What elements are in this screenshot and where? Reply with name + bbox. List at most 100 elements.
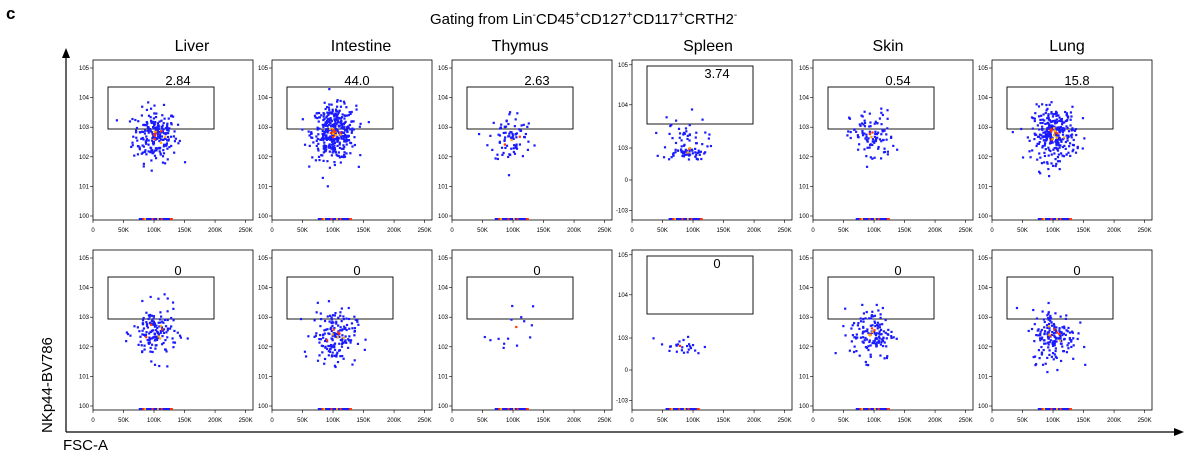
data-point	[317, 149, 320, 152]
x-tick-label: 0	[630, 228, 634, 234]
data-point	[172, 135, 175, 138]
data-point	[881, 128, 884, 131]
data-point	[328, 111, 331, 114]
data-point	[1064, 333, 1067, 337]
data-point	[343, 114, 346, 117]
data-point	[695, 131, 698, 134]
data-point	[871, 138, 875, 141]
data-point	[1083, 137, 1086, 140]
data-point	[149, 295, 152, 299]
data-point	[682, 338, 685, 342]
data-point-dense	[868, 333, 871, 336]
data-point	[1059, 359, 1063, 363]
data-point	[1051, 141, 1054, 144]
data-point	[327, 344, 330, 348]
data-point	[850, 340, 853, 343]
data-point	[176, 123, 180, 126]
data-point	[1067, 115, 1070, 118]
data-point	[855, 333, 858, 336]
data-point	[688, 154, 691, 157]
data-point	[1040, 162, 1044, 165]
data-point	[668, 345, 672, 348]
baseline-event	[863, 408, 867, 410]
data-point	[874, 333, 878, 337]
data-point	[869, 125, 872, 128]
gate-box	[646, 65, 754, 125]
data-point	[853, 345, 856, 348]
data-point	[877, 145, 880, 149]
baseline-event	[158, 408, 162, 410]
data-point	[315, 311, 318, 314]
data-point	[322, 118, 325, 122]
data-point	[866, 328, 869, 331]
y-tick-label: 105	[79, 66, 90, 72]
x-tick-label: 0	[811, 228, 815, 234]
data-point	[310, 136, 313, 139]
data-point	[1055, 128, 1058, 131]
data-point	[1072, 357, 1075, 360]
data-point	[1079, 321, 1082, 324]
data-point	[1074, 151, 1078, 154]
data-point	[317, 142, 320, 145]
data-point	[686, 134, 689, 137]
baseline-event	[516, 218, 520, 220]
data-point	[1084, 363, 1087, 366]
data-point	[1056, 368, 1059, 372]
data-point	[320, 154, 323, 157]
data-point	[157, 127, 160, 131]
baseline-event	[861, 218, 865, 220]
plot-frame	[812, 59, 974, 221]
data-point	[1033, 340, 1036, 343]
data-point-dense	[1049, 334, 1052, 337]
y-tick-label: 103	[258, 315, 269, 321]
plot-frame	[271, 59, 433, 221]
y-tick-label: 103	[79, 315, 90, 321]
data-point	[873, 141, 876, 144]
baseline-event	[321, 218, 325, 220]
data-point	[128, 120, 132, 123]
data-point	[674, 151, 677, 154]
data-point	[1055, 118, 1058, 121]
data-point	[1056, 149, 1060, 152]
data-point	[1044, 362, 1047, 365]
data-point	[349, 152, 352, 155]
x-tick-label: 200K	[387, 418, 401, 424]
data-point	[125, 340, 128, 343]
data-point	[1020, 127, 1023, 131]
data-point	[341, 337, 344, 340]
baseline-event	[674, 408, 678, 410]
y-tick-label: 105	[79, 256, 90, 262]
data-point	[339, 117, 343, 120]
data-point	[339, 121, 342, 125]
data-point	[496, 153, 499, 156]
data-point	[142, 162, 145, 165]
data-point	[1045, 137, 1049, 140]
baseline-event	[144, 408, 148, 410]
data-point	[862, 123, 865, 126]
data-point	[330, 112, 334, 115]
baseline-event	[500, 218, 504, 220]
data-point-dense	[1056, 331, 1059, 334]
data-point	[336, 120, 340, 123]
data-point	[1045, 103, 1048, 107]
data-point	[157, 125, 160, 128]
baseline-event	[328, 408, 332, 410]
data-point	[1049, 125, 1052, 129]
data-point	[166, 122, 169, 125]
x-tick-label: 50K	[657, 228, 668, 234]
data-point	[1053, 342, 1056, 345]
baseline-event	[336, 218, 340, 220]
data-point-dense	[1053, 126, 1056, 130]
data-point	[162, 122, 165, 125]
data-point	[144, 140, 147, 144]
data-point	[337, 151, 340, 154]
data-point	[878, 326, 881, 329]
data-point	[344, 339, 347, 342]
baseline-event	[683, 218, 687, 220]
data-point	[1052, 340, 1055, 343]
data-point	[161, 343, 164, 346]
data-point	[323, 329, 326, 332]
data-point	[856, 324, 860, 327]
baseline-event	[863, 218, 867, 220]
